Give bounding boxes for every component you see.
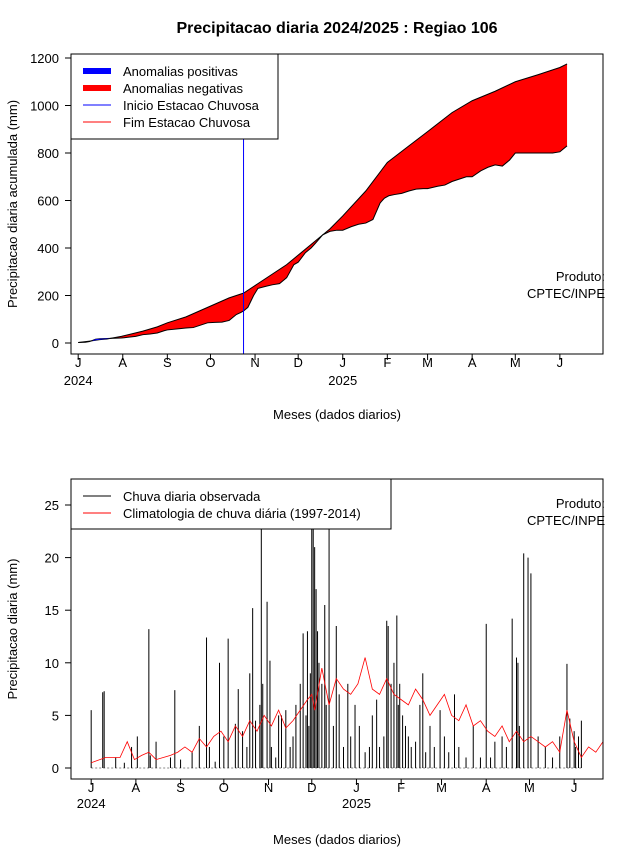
climatology-accumulated-line [78,63,568,344]
y-tick-label-bottom-2: 10 [45,656,59,671]
observed-accumulated-line [78,145,568,344]
x-tick-label-bottom-2: S [176,780,185,795]
x-tick-label-bottom-6: J [353,780,360,795]
legend-label-negative: Anomalias negativas [123,81,243,96]
y-axis-bottom: 0 5 10 15 20 25 [45,498,71,776]
legend-label-season-start: Inicio Estacao Chuvosa [123,98,260,113]
x-tick-label-bottom-5: D [307,780,316,795]
year-label-bottom-0: 2024 [77,796,106,811]
x-tick-label-bottom-1: A [132,780,141,795]
x-tick-label-top-10: M [510,355,521,370]
y-tick-label-top-1: 200 [37,289,59,304]
plot-frame-top [70,53,604,355]
anomaly-band [78,63,568,343]
y-tick-label-top-0: 0 [52,336,59,351]
y-tick-label-top-3: 600 [37,194,59,209]
x-tick-label-top-11: J [557,355,564,370]
x-tick-label-top-9: A [468,355,477,370]
x-tick-label-top-2: S [163,355,172,370]
x-axis-top: J A S O N D J F M A M J 2024 2025 [64,354,563,388]
legend-bottom: Chuva diaria observada Climatologia de c… [70,478,392,530]
product-label-top: Produto: [556,269,605,284]
legend-label-season-end: Fim Estacao Chuvosa [123,115,251,130]
product-owner-top: CPTEC/INPE [527,286,605,301]
x-tick-label-top-5: D [293,355,302,370]
climatology-daily-line [91,657,603,764]
observed-rain-bars [90,526,582,768]
y-axis-label-bottom: Precipitacao diaria (mm) [5,559,20,700]
x-tick-label-bottom-4: N [264,780,273,795]
y-tick-label-bottom-3: 15 [45,603,59,618]
year-label-bottom-1: 2025 [342,796,371,811]
legend-label-climatology: Climatologia de chuva diária (1997-2014) [123,506,361,521]
y-tick-label-bottom-5: 25 [45,498,59,513]
y-tick-label-bottom-1: 5 [52,708,59,723]
x-tick-label-bottom-0: J [88,780,95,795]
product-label-bottom: Produto: [556,496,605,511]
x-tick-label-bottom-7: F [397,780,405,795]
legend-top: Anomalias positivas Anomalias negativas … [70,53,279,140]
y-axis-top: 0 200 400 600 800 1000 1200 [30,51,71,351]
positive-anomaly-patch [92,338,110,341]
x-tick-label-top-7: F [383,355,391,370]
accumulated-panel: 0 200 400 600 800 1000 1200 J A S O N D J F M A M J 2024 20… [5,51,605,422]
x-tick-label-bottom-3: O [219,780,229,795]
y-tick-label-top-4: 800 [37,146,59,161]
x-tick-label-top-4: N [250,355,259,370]
x-axis-label-bottom: Meses (dados diarios) [273,832,401,847]
x-tick-label-top-6: J [340,355,347,370]
y-tick-label-top-5: 1000 [30,99,59,114]
chart-title: Precipitacao diaria 2024/2025 : Regiao 1… [176,20,497,37]
y-tick-label-top-2: 400 [37,241,59,256]
product-owner-bottom: CPTEC/INPE [527,513,605,528]
x-tick-label-bottom-9: A [482,780,491,795]
x-tick-label-bottom-10: M [524,780,535,795]
x-tick-label-top-0: J [75,355,82,370]
x-tick-label-top-3: O [205,355,215,370]
x-tick-label-bottom-11: J [571,780,578,795]
x-tick-label-top-1: A [118,355,127,370]
legend-label-positive: Anomalias positivas [123,64,238,79]
y-axis-label-top: Precipitacao diaria acumulada (mm) [5,100,20,308]
year-label-top-1: 2025 [328,373,357,388]
x-tick-label-top-8: M [422,355,433,370]
x-axis-label-top: Meses (dados diarios) [273,407,401,422]
y-tick-label-bottom-4: 20 [45,551,59,566]
y-tick-label-bottom-0: 0 [52,761,59,776]
y-tick-label-top-6: 1200 [30,51,59,66]
x-tick-label-bottom-8: M [436,780,447,795]
year-label-top-0: 2024 [64,373,93,388]
legend-label-observed: Chuva diaria observada [123,489,261,504]
